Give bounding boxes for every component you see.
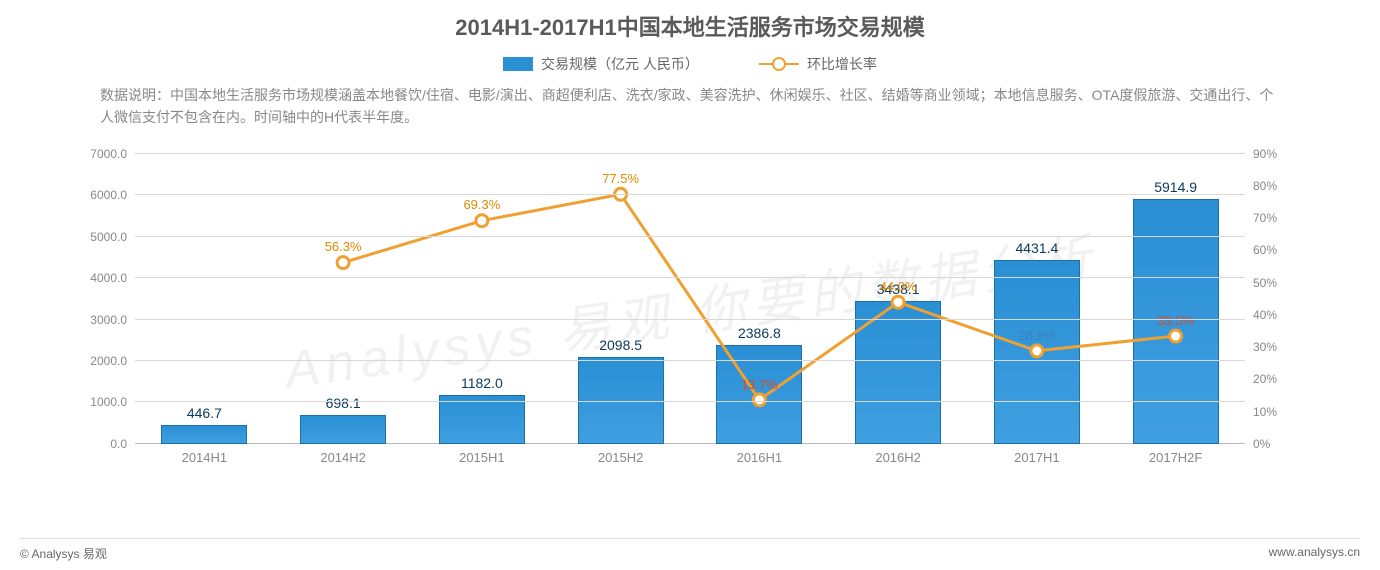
chart-area: Analysys 易观 你要的数据分析 0.01000.02000.03000.…: [80, 144, 1300, 474]
trend-line: [343, 194, 1176, 400]
legend-line-label: 环比增长率: [807, 54, 877, 74]
line-value-label: 69.3%: [463, 197, 500, 212]
legend-bar-label: 交易规模（亿元 人民币）: [541, 54, 699, 74]
line-value-label: 77.5%: [602, 171, 639, 186]
y-right-tick: 50%: [1245, 276, 1300, 290]
legend-bar-swatch: [503, 57, 533, 71]
legend: 交易规模（亿元 人民币） 环比增长率: [20, 54, 1360, 74]
y-left-tick: 4000.0: [80, 271, 135, 285]
y-left-tick: 7000.0: [80, 147, 135, 161]
chart-title: 2014H1-2017H1中国本地生活服务市场交易规模: [20, 10, 1360, 42]
x-label: 2015H2: [551, 444, 690, 474]
footer-left: © Analysys 易观: [20, 545, 107, 562]
gridline: [135, 153, 1245, 154]
line-value-label: 33.5%: [1157, 313, 1194, 328]
line-value-label: 56.3%: [325, 239, 362, 254]
plot-area: 446.7698.11182.02098.52386.83438.14431.4…: [135, 154, 1245, 444]
legend-item-line: 环比增长率: [759, 54, 877, 74]
x-label: 2014H1: [135, 444, 274, 474]
legend-line-swatch: [759, 63, 799, 65]
y-right-tick: 70%: [1245, 211, 1300, 225]
gridline: [135, 277, 1245, 278]
y-right-tick: 0%: [1245, 437, 1300, 451]
x-label: 2016H1: [690, 444, 829, 474]
gridline: [135, 319, 1245, 320]
x-label: 2016H2: [829, 444, 968, 474]
footer: © Analysys 易观 www.analysys.cn: [20, 538, 1360, 562]
chart-container: 2014H1-2017H1中国本地生活服务市场交易规模 交易规模（亿元 人民币）…: [0, 0, 1380, 570]
y-left-tick: 6000.0: [80, 188, 135, 202]
x-axis: 2014H12014H22015H12015H22016H12016H22017…: [135, 444, 1245, 474]
gridline: [135, 401, 1245, 402]
legend-item-bar: 交易规模（亿元 人民币）: [503, 54, 699, 74]
line-marker: [476, 214, 488, 226]
line-value-label: 44.0%: [880, 279, 917, 294]
y-left-tick: 0.0: [80, 437, 135, 451]
x-label: 2014H2: [274, 444, 413, 474]
line-marker: [753, 394, 765, 406]
y-right-tick: 20%: [1245, 372, 1300, 386]
y-right-tick: 80%: [1245, 179, 1300, 193]
line-marker: [892, 296, 904, 308]
gridline: [135, 236, 1245, 237]
y-axis-left: 0.01000.02000.03000.04000.05000.06000.07…: [80, 154, 135, 444]
y-right-tick: 10%: [1245, 405, 1300, 419]
x-label: 2017H2F: [1106, 444, 1245, 474]
line-marker: [337, 256, 349, 268]
line-layer: [135, 154, 1245, 444]
y-left-tick: 2000.0: [80, 354, 135, 368]
gridline: [135, 360, 1245, 361]
y-right-tick: 60%: [1245, 243, 1300, 257]
line-marker: [1170, 330, 1182, 342]
chart-description: 数据说明：中国本地生活服务市场规模涵盖本地餐饮/住宿、电影/演出、商超便利店、洗…: [20, 84, 1360, 129]
gridline: [135, 194, 1245, 195]
footer-right: www.analysys.cn: [1269, 545, 1360, 562]
x-label: 2015H1: [413, 444, 552, 474]
line-marker: [1031, 345, 1043, 357]
y-right-tick: 40%: [1245, 308, 1300, 322]
y-left-tick: 5000.0: [80, 230, 135, 244]
y-left-tick: 1000.0: [80, 395, 135, 409]
x-label: 2017H1: [968, 444, 1107, 474]
y-axis-right: 0%10%20%30%40%50%60%70%80%90%: [1245, 154, 1300, 444]
y-left-tick: 3000.0: [80, 313, 135, 327]
y-right-tick: 30%: [1245, 340, 1300, 354]
line-value-label: 28.9%: [1018, 328, 1055, 343]
line-value-label: 13.7%: [741, 377, 778, 392]
y-right-tick: 90%: [1245, 147, 1300, 161]
